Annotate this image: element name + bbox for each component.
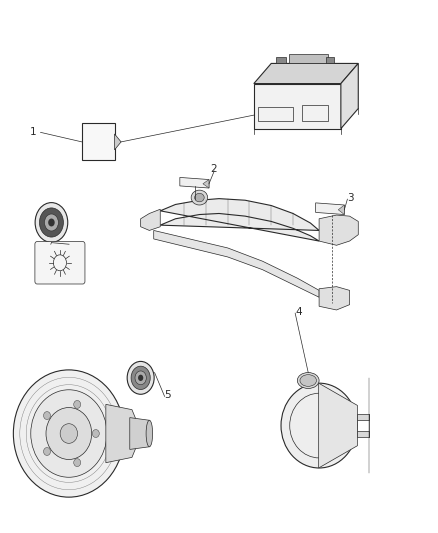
Ellipse shape <box>300 375 317 386</box>
Polygon shape <box>154 230 319 297</box>
Polygon shape <box>325 56 334 63</box>
Polygon shape <box>180 177 209 188</box>
Ellipse shape <box>31 390 107 477</box>
Text: 4: 4 <box>295 306 302 317</box>
Ellipse shape <box>45 214 58 231</box>
Ellipse shape <box>131 366 150 390</box>
Ellipse shape <box>146 420 152 447</box>
Ellipse shape <box>138 375 143 381</box>
Ellipse shape <box>48 219 55 227</box>
Polygon shape <box>289 54 328 63</box>
Text: 2: 2 <box>210 165 217 174</box>
Polygon shape <box>82 123 115 160</box>
Polygon shape <box>130 418 149 449</box>
Ellipse shape <box>46 408 92 459</box>
Polygon shape <box>276 56 286 63</box>
Ellipse shape <box>281 383 357 468</box>
Ellipse shape <box>74 400 81 408</box>
Ellipse shape <box>60 424 78 443</box>
Polygon shape <box>115 134 121 150</box>
Ellipse shape <box>135 371 146 385</box>
Polygon shape <box>319 383 357 468</box>
Ellipse shape <box>194 193 204 202</box>
Polygon shape <box>319 215 358 245</box>
Ellipse shape <box>13 370 124 497</box>
Ellipse shape <box>39 208 64 237</box>
Polygon shape <box>254 63 358 84</box>
Polygon shape <box>106 405 138 463</box>
Ellipse shape <box>35 203 68 243</box>
Polygon shape <box>338 205 344 215</box>
Polygon shape <box>203 180 209 188</box>
Polygon shape <box>160 199 319 241</box>
Ellipse shape <box>74 458 81 466</box>
FancyBboxPatch shape <box>35 241 85 284</box>
Polygon shape <box>357 431 369 437</box>
Text: 1: 1 <box>30 127 36 138</box>
Ellipse shape <box>43 448 50 456</box>
Polygon shape <box>341 63 358 128</box>
Polygon shape <box>357 414 369 420</box>
Text: 5: 5 <box>165 390 171 400</box>
Ellipse shape <box>297 373 319 389</box>
Polygon shape <box>316 203 344 215</box>
Ellipse shape <box>127 361 154 394</box>
Ellipse shape <box>92 430 99 438</box>
Polygon shape <box>319 287 350 310</box>
Text: 3: 3 <box>347 192 354 203</box>
Polygon shape <box>141 209 160 230</box>
Polygon shape <box>254 84 341 128</box>
Ellipse shape <box>43 411 50 419</box>
Ellipse shape <box>191 190 208 205</box>
